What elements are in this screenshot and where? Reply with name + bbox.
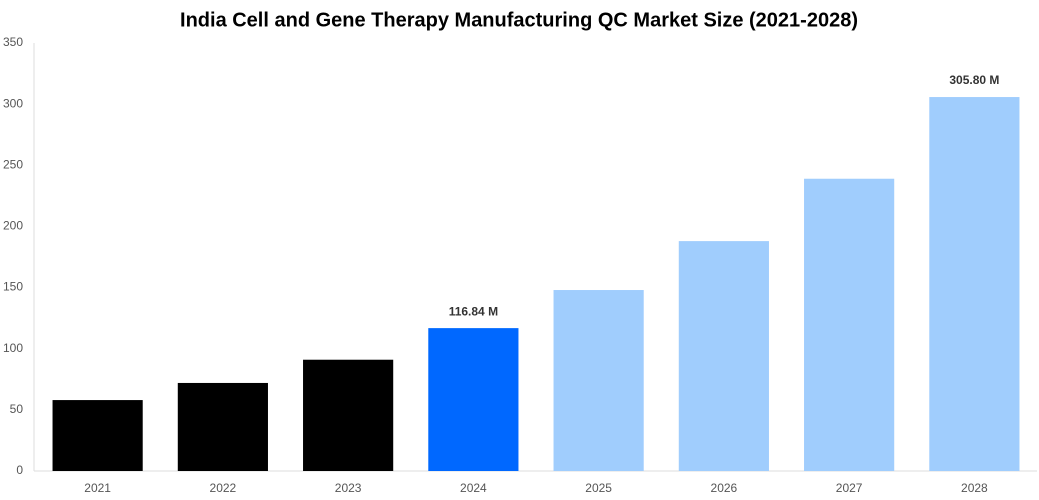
y-tick-label: 350 bbox=[3, 35, 23, 49]
value-label: 116.84 M bbox=[449, 304, 498, 318]
chart-title: India Cell and Gene Therapy Manufacturin… bbox=[180, 9, 858, 31]
bar bbox=[303, 359, 394, 471]
y-tick-label: 200 bbox=[3, 219, 23, 233]
bar bbox=[929, 97, 1020, 471]
bar bbox=[52, 400, 143, 471]
x-tick-label: 2024 bbox=[460, 481, 487, 495]
bar bbox=[678, 241, 769, 471]
x-tick-label: 2022 bbox=[210, 481, 237, 495]
x-tick-label: 2025 bbox=[585, 481, 612, 495]
x-tick-label: 2027 bbox=[836, 481, 863, 495]
y-tick-label: 100 bbox=[3, 341, 23, 355]
y-tick-label: 150 bbox=[3, 280, 23, 294]
x-tick-label: 2026 bbox=[711, 481, 738, 495]
x-tick-label: 2023 bbox=[335, 481, 362, 495]
bar bbox=[428, 328, 519, 471]
bar bbox=[177, 382, 268, 471]
y-tick-label: 250 bbox=[3, 157, 23, 171]
bar bbox=[804, 178, 895, 472]
bar bbox=[553, 290, 644, 471]
y-tick-label: 0 bbox=[16, 463, 23, 477]
y-tick-label: 50 bbox=[10, 402, 24, 416]
y-tick-label: 300 bbox=[3, 96, 23, 110]
value-label: 305.80 M bbox=[949, 73, 999, 87]
x-tick-label: 2021 bbox=[84, 481, 111, 495]
x-tick-label: 2028 bbox=[961, 481, 988, 495]
